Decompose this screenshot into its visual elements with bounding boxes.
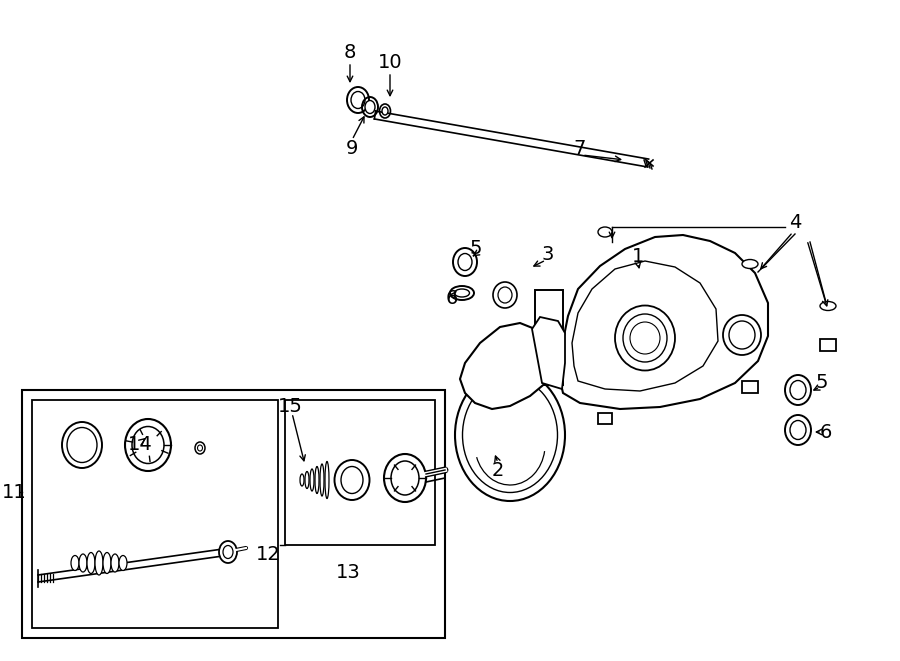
Ellipse shape: [111, 554, 119, 572]
Ellipse shape: [67, 428, 97, 463]
Ellipse shape: [365, 100, 375, 114]
Ellipse shape: [300, 474, 304, 486]
Ellipse shape: [197, 445, 202, 451]
Bar: [32, 400, 278, 628]
Text: 8: 8: [344, 42, 356, 61]
Ellipse shape: [723, 315, 761, 355]
Ellipse shape: [325, 461, 329, 498]
Text: 7: 7: [574, 139, 586, 157]
Ellipse shape: [729, 321, 755, 349]
Text: 14: 14: [128, 436, 152, 455]
Bar: [22, 390, 445, 638]
Ellipse shape: [630, 322, 660, 354]
Ellipse shape: [79, 554, 87, 572]
Ellipse shape: [382, 107, 388, 115]
Polygon shape: [532, 317, 565, 389]
Ellipse shape: [454, 289, 470, 297]
Ellipse shape: [384, 454, 426, 502]
Ellipse shape: [71, 555, 79, 570]
Ellipse shape: [351, 91, 365, 108]
Ellipse shape: [315, 467, 319, 494]
Ellipse shape: [493, 282, 517, 308]
Bar: [285, 400, 435, 545]
Text: 10: 10: [378, 52, 402, 71]
Polygon shape: [460, 323, 558, 409]
Ellipse shape: [790, 381, 806, 399]
Text: 11: 11: [2, 483, 26, 502]
Text: 4: 4: [788, 212, 801, 231]
Ellipse shape: [790, 420, 806, 440]
Ellipse shape: [95, 551, 103, 575]
Text: 2: 2: [491, 461, 504, 479]
Ellipse shape: [219, 541, 237, 563]
Ellipse shape: [132, 426, 164, 463]
Bar: [535, 290, 563, 385]
Ellipse shape: [498, 287, 512, 303]
Ellipse shape: [305, 471, 309, 488]
Polygon shape: [742, 381, 758, 393]
Text: 3: 3: [542, 245, 554, 264]
Ellipse shape: [391, 461, 419, 495]
Text: 5: 5: [815, 373, 828, 391]
Ellipse shape: [320, 464, 324, 496]
Ellipse shape: [341, 467, 363, 494]
Ellipse shape: [223, 545, 233, 559]
Ellipse shape: [87, 553, 95, 574]
Ellipse shape: [125, 419, 171, 471]
Ellipse shape: [623, 314, 667, 362]
Ellipse shape: [598, 227, 612, 237]
Ellipse shape: [458, 254, 472, 270]
Ellipse shape: [742, 260, 758, 268]
Ellipse shape: [119, 555, 127, 570]
Text: 13: 13: [336, 563, 360, 582]
Text: 1: 1: [632, 247, 644, 266]
Text: 15: 15: [277, 397, 302, 416]
Polygon shape: [820, 339, 836, 351]
Polygon shape: [558, 235, 768, 409]
Ellipse shape: [335, 460, 370, 500]
Ellipse shape: [615, 305, 675, 371]
Ellipse shape: [455, 369, 565, 501]
Text: 6: 6: [446, 288, 458, 307]
Text: 12: 12: [256, 545, 281, 564]
Ellipse shape: [103, 553, 111, 574]
Text: 5: 5: [470, 239, 482, 258]
Text: 6: 6: [820, 422, 832, 442]
Ellipse shape: [820, 301, 836, 311]
Polygon shape: [598, 413, 612, 424]
Text: 9: 9: [346, 139, 358, 157]
Ellipse shape: [310, 469, 314, 491]
